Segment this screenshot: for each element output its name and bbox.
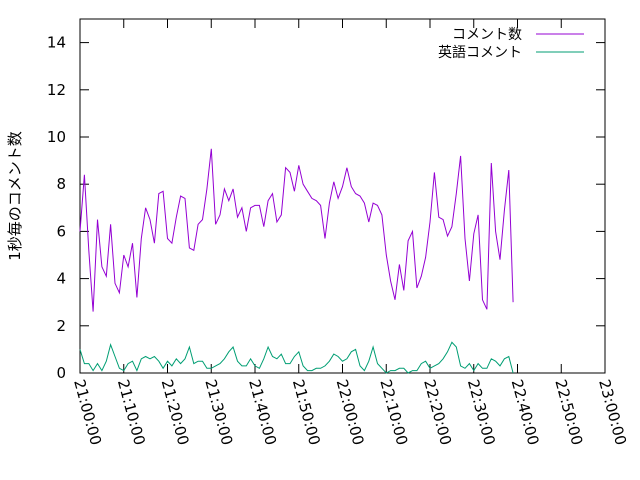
legend-label: コメント数: [452, 27, 522, 43]
x-tick-label: 21:10:00: [114, 377, 149, 447]
x-tick-label: 22:30:00: [464, 377, 499, 447]
y-axis-label: 1秒毎のコメント数: [6, 131, 24, 261]
x-tick-label: 21:30:00: [201, 377, 236, 447]
series-line-0: [79, 148, 514, 312]
x-tick-label: 23:00:00: [595, 377, 630, 447]
y-tick-label: 6: [56, 222, 66, 240]
y-tick-label: 4: [56, 270, 66, 288]
y-tick-label: 2: [56, 317, 66, 335]
x-tick-label: 21:40:00: [245, 377, 280, 447]
x-tick-label: 22:40:00: [508, 377, 543, 447]
y-tick-label: 10: [47, 128, 66, 146]
series-line-1: [79, 341, 514, 374]
series-layer: [79, 148, 514, 374]
x-tick-label: 22:20:00: [420, 377, 455, 447]
x-tick-label: 21:20:00: [158, 377, 193, 447]
x-axis: 21:00:00 21:10:00 21:20:00 21:30:00 21:40:00…: [70, 19, 630, 447]
x-tick-label: 22:00:00: [333, 377, 368, 447]
x-tick-label: 21:50:00: [289, 377, 324, 447]
x-tick-label: 22:10:00: [376, 377, 411, 447]
y-tick-label: 8: [56, 175, 66, 193]
y-axis: 0 2 4 6 8 10 12 14: [47, 34, 605, 382]
y-tick-label: 0: [56, 364, 66, 382]
y-tick-label: 14: [47, 34, 66, 52]
legend-label: 英語コメント: [438, 44, 522, 61]
x-tick-label: 22:50:00: [551, 377, 586, 447]
y-tick-label: 12: [47, 81, 66, 99]
x-tick-label: 21:00:00: [70, 377, 105, 447]
